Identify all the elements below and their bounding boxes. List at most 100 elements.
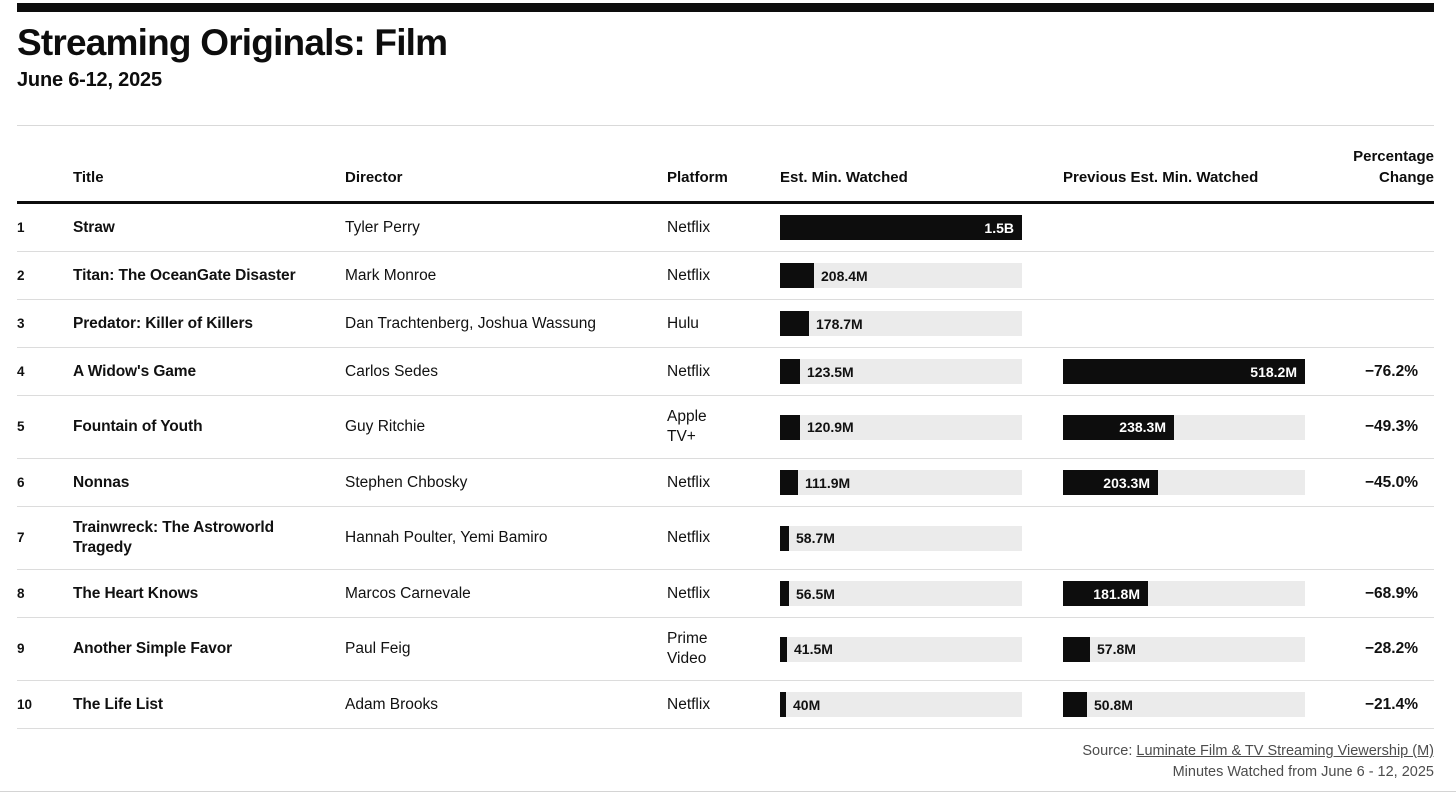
- prev-bar-value: 57.8M: [1097, 641, 1136, 657]
- prev-bar-fill: [1063, 692, 1087, 717]
- est-min-watched-cell: 208.4M: [780, 263, 1063, 288]
- previous-est-min-watched-cell: [1063, 263, 1305, 288]
- previous-est-min-watched-cell: 518.2M: [1063, 359, 1305, 384]
- director-cell: Carlos Sedes: [345, 362, 439, 380]
- director-cell: Tyler Perry: [345, 218, 420, 236]
- rank-cell: 2: [17, 267, 25, 283]
- est-bar-fill: [780, 636, 787, 662]
- prev-bar-fill: [1063, 581, 1148, 606]
- est-bar-value: 1.5B: [984, 219, 1014, 236]
- est-bar-track: 178.7M: [780, 311, 1022, 336]
- platform-cell: Netflix: [667, 695, 711, 713]
- page-title: Streaming Originals: Film: [17, 22, 448, 63]
- platform-cell: Prime Video: [667, 630, 708, 667]
- previous-est-min-watched-cell: 181.8M: [1063, 581, 1305, 606]
- platform-cell: Netflix: [667, 218, 711, 236]
- director-cell: Stephen Chbosky: [345, 473, 468, 491]
- est-bar-value: 208.4M: [821, 267, 868, 284]
- rank-cell: 9: [17, 641, 25, 656]
- platform-cell: Netflix: [667, 529, 711, 546]
- est-bar-track: 123.5M: [780, 359, 1022, 384]
- column-header-platform: Platform: [667, 169, 728, 186]
- previous-est-min-watched-cell: 57.8M: [1063, 636, 1305, 662]
- table-header-row: Title Director Platform Est. Min. Watche…: [17, 126, 1434, 204]
- prev-bar-track: [1063, 526, 1305, 551]
- prev-bar-value: 50.8M: [1094, 696, 1133, 713]
- page-subtitle: June 6-12, 2025: [17, 69, 162, 91]
- prev-bar-track: 50.8M: [1063, 692, 1305, 717]
- title-cell: Predator: Killer of Killers: [73, 314, 253, 332]
- percentage-change-cell: −49.3%: [1364, 418, 1418, 435]
- prev-bar-value: 181.8M: [1093, 585, 1140, 602]
- est-min-watched-cell: 40M: [780, 692, 1063, 717]
- est-bar-track: 56.5M: [780, 581, 1022, 606]
- prev-bar-value: 518.2M: [1250, 363, 1297, 380]
- platform-cell: Netflix: [667, 473, 711, 491]
- table-row: 4 A Widow's Game Carlos Sedes Netflix 12…: [17, 348, 1434, 396]
- est-bar-value: 111.9M: [805, 474, 851, 491]
- director-cell: Adam Brooks: [345, 695, 439, 713]
- est-min-watched-cell: 1.5B: [780, 215, 1063, 240]
- table-row: 8 The Heart Knows Marcos Carnevale Netfl…: [17, 570, 1434, 618]
- prev-bar-fill: [1063, 470, 1158, 495]
- column-header-previous-est-min-watched: Previous Est. Min. Watched: [1063, 169, 1259, 186]
- percentage-change-cell: −45.0%: [1364, 473, 1418, 491]
- est-bar-track: 208.4M: [780, 263, 1022, 288]
- est-bar-track: 120.9M: [780, 414, 1022, 440]
- est-bar-track: 58.7M: [780, 525, 1022, 551]
- table-row: 2 Titan: The OceanGate Disaster Mark Mon…: [17, 252, 1434, 300]
- table-row: 3 Predator: Killer of Killers Dan Tracht…: [17, 300, 1434, 348]
- est-bar-fill: [780, 414, 800, 440]
- title-cell: A Widow's Game: [73, 362, 197, 380]
- platform-cell: Apple TV+: [667, 408, 707, 445]
- rank-cell: 6: [17, 474, 25, 490]
- percentage-change-cell: −76.2%: [1364, 362, 1418, 380]
- rank-cell: 10: [17, 696, 33, 712]
- table-body: 1 Straw Tyler Perry Netflix 1.5B 2 Titan…: [17, 204, 1434, 729]
- platform-cell: Netflix: [667, 584, 711, 602]
- rank-cell: 8: [17, 585, 25, 601]
- source-prefix: Source:: [1082, 743, 1137, 759]
- est-bar-fill: [780, 692, 786, 717]
- est-bar-value: 178.7M: [816, 315, 863, 332]
- table-row: 5 Fountain of Youth Guy Ritchie Apple TV…: [17, 396, 1434, 459]
- percentage-change-cell: −21.4%: [1364, 695, 1418, 713]
- source-link[interactable]: Luminate Film & TV Streaming Viewership …: [1136, 743, 1434, 759]
- previous-est-min-watched-cell: 50.8M: [1063, 692, 1305, 717]
- rank-cell: 1: [17, 219, 25, 235]
- director-cell: Mark Monroe: [345, 266, 437, 284]
- est-bar-track: 40M: [780, 692, 1022, 717]
- rank-cell: 3: [17, 315, 25, 331]
- est-min-watched-cell: 120.9M: [780, 414, 1063, 440]
- percentage-change-cell: −68.9%: [1364, 584, 1418, 602]
- previous-est-min-watched-cell: [1063, 526, 1305, 551]
- prev-bar-track: 181.8M: [1063, 581, 1305, 606]
- percentage-change-cell: −28.2%: [1364, 640, 1418, 657]
- platform-cell: Netflix: [667, 362, 711, 380]
- est-min-watched-cell: 41.5M: [780, 636, 1063, 662]
- title-cell: Nonnas: [73, 473, 130, 491]
- table-row: 10 The Life List Adam Brooks Netflix 40M…: [17, 681, 1434, 729]
- prev-bar-track: 238.3M: [1063, 414, 1305, 440]
- director-cell: Marcos Carnevale: [345, 584, 471, 602]
- est-bar-track: 111.9M: [780, 470, 1022, 495]
- table-row: 7 Trainwreck: The Astroworld Tragedy Han…: [17, 507, 1434, 570]
- column-header-percentage-change: Percentage Change: [1353, 148, 1434, 186]
- est-min-watched-cell: 178.7M: [780, 311, 1063, 336]
- source-footer: Source: Luminate Film & TV Streaming Vie…: [17, 741, 1434, 783]
- est-bar-fill: [780, 215, 1022, 240]
- prev-bar-value: 238.3M: [1119, 419, 1166, 435]
- table-row: 6 Nonnas Stephen Chbosky Netflix 111.9M …: [17, 459, 1434, 507]
- director-cell: Guy Ritchie: [345, 418, 426, 435]
- prev-bar-fill: [1063, 414, 1174, 440]
- est-bar-fill: [780, 525, 789, 551]
- title-cell: Another Simple Favor: [73, 640, 233, 657]
- table-row: 9 Another Simple Favor Paul Feig Prime V…: [17, 618, 1434, 681]
- column-header-director: Director: [345, 169, 403, 186]
- director-cell: Hannah Poulter, Yemi Bamiro: [345, 529, 548, 546]
- platform-cell: Hulu: [667, 314, 699, 332]
- est-bar-track: 1.5B: [780, 215, 1022, 240]
- est-bar-fill: [780, 263, 814, 288]
- rank-cell: 4: [17, 363, 25, 379]
